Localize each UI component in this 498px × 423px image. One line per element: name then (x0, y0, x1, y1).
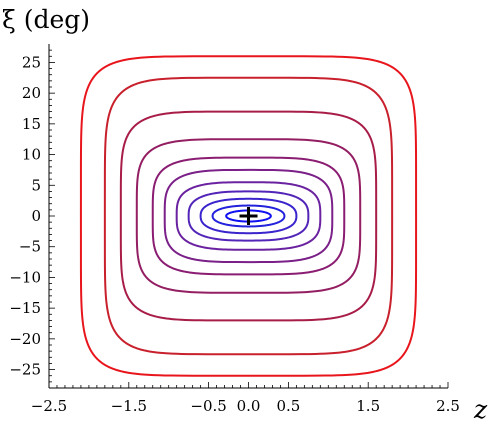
y-tick-label: −15 (9, 299, 41, 317)
contour-line (135, 138, 362, 294)
y-tick-label: −20 (9, 330, 41, 348)
x-tick-label: 1.5 (356, 397, 380, 415)
y-tick-label: 25 (22, 53, 41, 71)
tick-labels-layer: −25 −20 −15 −10 −5 0 5 10 15 20 25 −2.5 −1.5 −0.5 0.0 0… (9, 53, 460, 415)
y-tick-label: 10 (22, 146, 41, 164)
x-tick-label: 0.5 (276, 397, 300, 415)
y-axis-label: ξ (deg) (2, 5, 90, 34)
contour-line (211, 204, 286, 228)
x-axis-label: z (473, 395, 488, 423)
ticks-layer (48, 49, 449, 388)
y-tick-label: −5 (19, 238, 41, 256)
contour-line (175, 181, 322, 251)
x-tick-label: 2.5 (436, 397, 460, 415)
contour-line (225, 209, 272, 223)
contours-layer (79, 55, 418, 377)
x-tick-label: −0.5 (190, 397, 226, 415)
y-tick-label: 5 (31, 176, 41, 194)
center-marker-layer (239, 207, 258, 225)
y-tick-label: 0 (31, 207, 41, 225)
y-tick-label: −10 (9, 268, 41, 286)
contour-line (199, 197, 298, 235)
x-tick-label: 0.0 (237, 397, 261, 415)
contour-line (163, 168, 334, 264)
y-tick-label: −25 (9, 361, 41, 379)
contour-line (79, 55, 418, 377)
x-tick-label: −2.5 (31, 397, 67, 415)
y-tick-label: 15 (22, 115, 41, 133)
contour-line (151, 156, 346, 276)
x-tick-label: −1.5 (111, 397, 147, 415)
contour-line (187, 190, 310, 242)
center-plus-marker (239, 207, 258, 225)
contour-line (103, 76, 394, 356)
contour-line (119, 110, 378, 322)
y-tick-label: 20 (22, 84, 41, 102)
